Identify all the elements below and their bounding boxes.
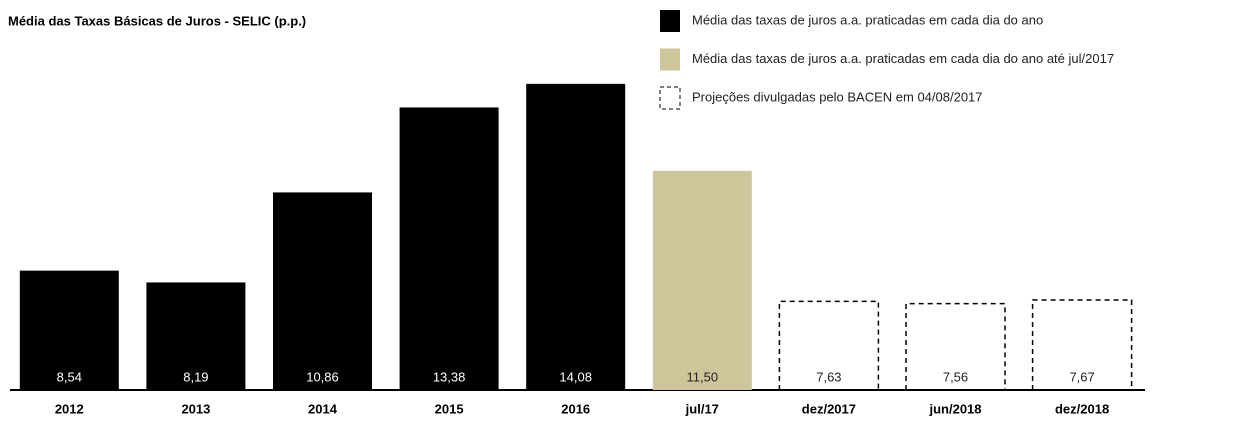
value-label: 14,08	[559, 369, 592, 384]
bar	[273, 192, 372, 390]
value-label: 11,50	[687, 369, 719, 384]
legend-swatch	[660, 48, 680, 71]
value-label: 10,86	[306, 369, 339, 384]
value-label: 7,63	[816, 369, 841, 384]
bar	[19, 270, 119, 390]
legend-label: Projeções divulgadas pelo BACEN em 04/08…	[692, 89, 983, 104]
chart-title: Média das Taxas Básicas de Juros - SELIC…	[8, 13, 306, 28]
bar	[399, 107, 499, 390]
bar	[526, 83, 626, 391]
value-label: 7,56	[943, 369, 968, 384]
x-tick-label: jun/2018	[928, 401, 981, 416]
projection-bar	[905, 302, 1006, 390]
bar	[652, 170, 752, 390]
x-tick-label: dez/2018	[1055, 401, 1109, 416]
legend-label: Média das taxas de juros a.a. praticadas…	[692, 51, 1114, 66]
bar	[146, 282, 246, 390]
projection-bar	[778, 300, 880, 390]
value-label: 8,19	[183, 369, 208, 384]
x-tick-label: 2013	[181, 401, 210, 416]
x-tick-label: 2014	[308, 401, 338, 416]
legend-label: Média das taxas de juros a.a. praticadas…	[692, 12, 1043, 27]
value-label: 7,67	[1069, 369, 1094, 384]
x-tick-label: jul/17	[685, 401, 719, 416]
x-tick-label: 2015	[435, 401, 464, 416]
x-tick-label: 2012	[55, 401, 84, 416]
legend-swatch	[660, 10, 680, 32]
value-label: 13,38	[433, 369, 466, 384]
legend-swatch	[659, 86, 681, 110]
x-tick-label: dez/2017	[802, 401, 856, 416]
value-label: 8,54	[57, 369, 82, 384]
projection-bar	[1031, 299, 1133, 390]
x-tick-label: 2016	[561, 401, 590, 416]
